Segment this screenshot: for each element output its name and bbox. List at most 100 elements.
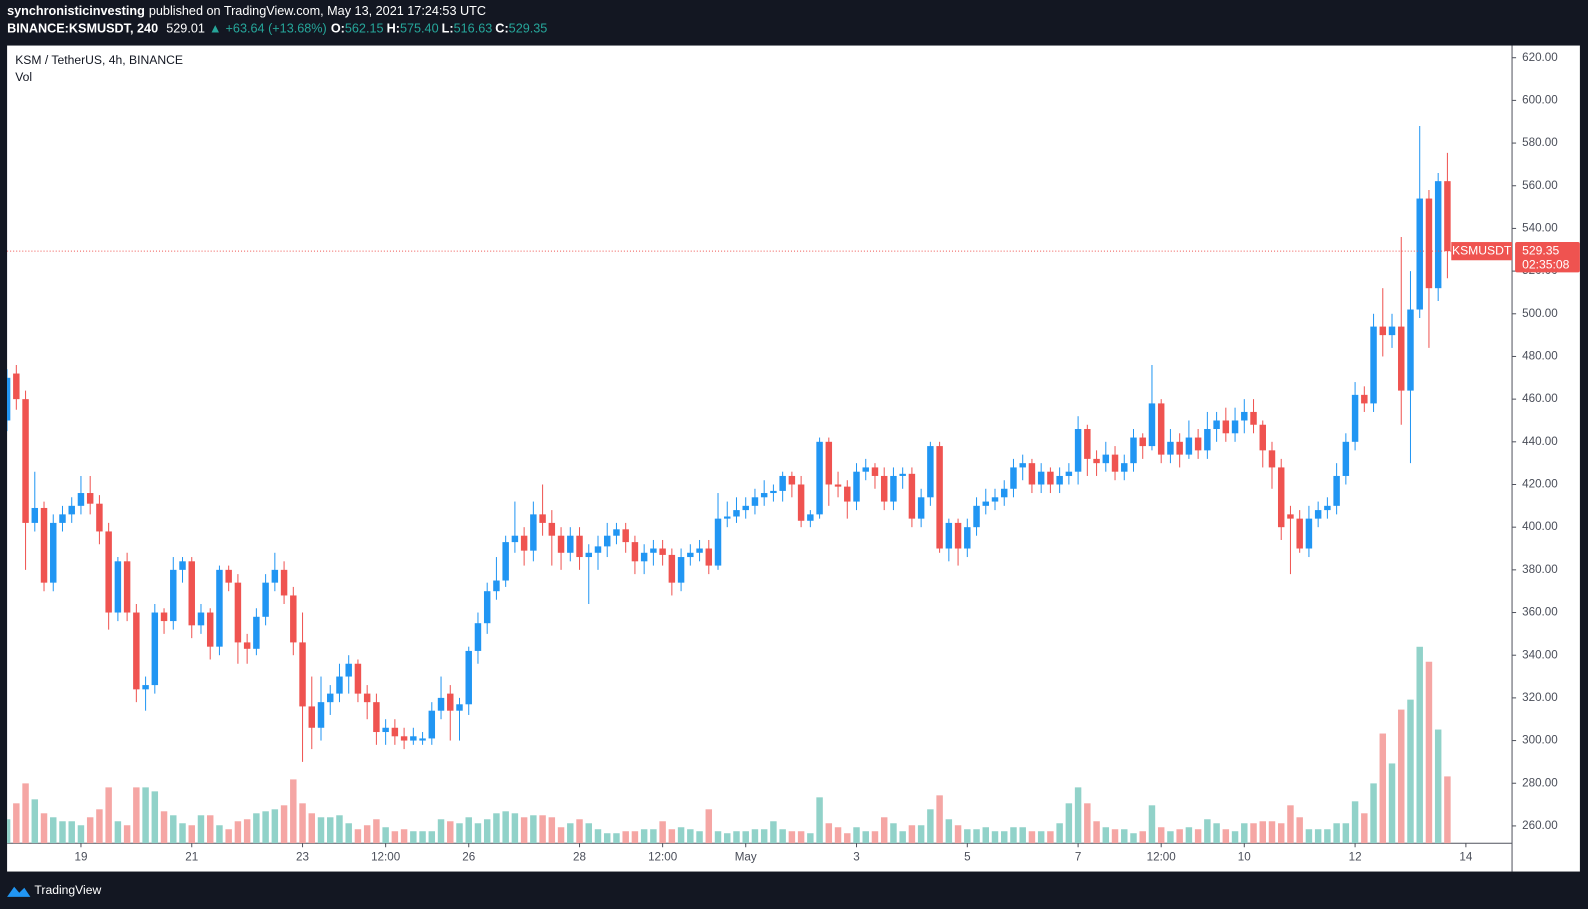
candle-body — [1370, 326, 1377, 404]
candle-body — [1241, 411, 1248, 421]
volume-bar — [1416, 646, 1423, 844]
candle-body — [271, 569, 279, 583]
volume-bar — [22, 783, 29, 844]
volume-bar — [188, 825, 195, 844]
candle-body — [465, 650, 472, 705]
volume-bar — [428, 831, 436, 844]
candle-body — [714, 518, 722, 566]
candle-body — [419, 738, 426, 741]
candle-body — [197, 612, 205, 626]
candle-body — [290, 595, 297, 643]
candle-body — [1037, 471, 1045, 485]
candle-body — [243, 642, 251, 649]
last: 529.01 — [166, 22, 205, 36]
y-tick-label: 400.00 — [1522, 520, 1558, 533]
candle-body — [733, 510, 740, 517]
candle-body — [345, 663, 352, 677]
x-tick-label: 12 — [1349, 850, 1362, 863]
volume-bar — [779, 829, 786, 844]
volume-bar — [834, 827, 842, 844]
candle-body — [982, 501, 990, 506]
candle-body — [123, 561, 131, 613]
candle-body — [687, 552, 694, 558]
candle-body — [225, 569, 232, 583]
author: synchronisticinvesting — [7, 4, 145, 18]
candle-body — [1194, 437, 1202, 451]
candle-body — [954, 522, 962, 549]
candle-body — [133, 612, 140, 690]
volume-bar — [1407, 699, 1414, 844]
candle-body — [1388, 326, 1396, 336]
volume-bar — [197, 815, 205, 844]
candle-body — [622, 529, 629, 543]
candle-body — [1407, 309, 1414, 391]
volume-bar — [50, 817, 57, 844]
volume-bar — [982, 827, 990, 844]
candle-body — [96, 503, 103, 532]
candle-body — [373, 702, 380, 733]
candle-body — [1277, 467, 1285, 528]
published: published on TradingView.com, May 13, 20… — [149, 4, 486, 18]
volume-bar — [96, 809, 103, 844]
plot — [7, 125, 1451, 844]
volume-bar — [465, 817, 472, 844]
candle-body — [742, 505, 749, 511]
volume-bar — [1074, 787, 1082, 844]
candle-body — [253, 616, 260, 649]
candle-body — [797, 484, 805, 521]
candle-body — [945, 522, 953, 549]
brand[interactable]: TradingView — [34, 883, 101, 897]
candle-body — [188, 561, 195, 626]
volume-bar — [133, 787, 140, 844]
volume-bar — [520, 817, 528, 844]
volume-bar — [530, 815, 537, 844]
volume-bar — [483, 819, 491, 844]
volume-bar — [327, 817, 334, 844]
volume-bar — [271, 809, 279, 844]
volume-bar — [1001, 831, 1008, 844]
volume-bar — [1111, 829, 1119, 844]
volume-bar — [336, 815, 343, 844]
volume-bar — [539, 815, 546, 844]
volume-bar — [603, 833, 611, 844]
candle-body — [779, 475, 786, 491]
candle-body — [114, 561, 122, 613]
volume-bar — [151, 791, 159, 844]
candle-body — [834, 484, 842, 487]
volume-bar — [1148, 805, 1156, 844]
candle-body — [1130, 437, 1137, 464]
volume-bar — [1047, 831, 1054, 844]
candle-body — [7, 377, 11, 421]
candle-body — [927, 446, 934, 498]
volume-bar — [1434, 729, 1442, 844]
candle-body — [262, 582, 269, 617]
volume-bar — [871, 831, 879, 844]
volume-bar — [225, 829, 232, 844]
candle-body — [59, 514, 66, 523]
candle-body — [862, 467, 869, 472]
volume-bar — [262, 811, 269, 844]
candle-body — [1314, 510, 1322, 519]
candle-body — [493, 580, 500, 592]
candle-body — [1296, 518, 1303, 549]
volume-bar — [253, 813, 260, 844]
candle-body — [354, 663, 362, 694]
volume-bar — [825, 823, 833, 844]
volume-bar — [290, 779, 297, 844]
volume-bar — [788, 831, 796, 844]
volume-bar — [1342, 823, 1350, 844]
candle-body — [973, 505, 980, 528]
candle-body — [1268, 450, 1276, 468]
volume-bar — [890, 823, 897, 844]
volume-bar — [1370, 783, 1377, 844]
candle-body — [1001, 488, 1008, 498]
candle-body — [760, 493, 768, 498]
volume-bar — [456, 823, 463, 844]
volume-bar — [1139, 831, 1146, 844]
candle-body — [382, 727, 389, 733]
candle-body — [1250, 411, 1257, 425]
ohlc-label: C: — [495, 22, 508, 36]
candle-body — [1351, 394, 1359, 442]
candle-body — [474, 623, 482, 651]
